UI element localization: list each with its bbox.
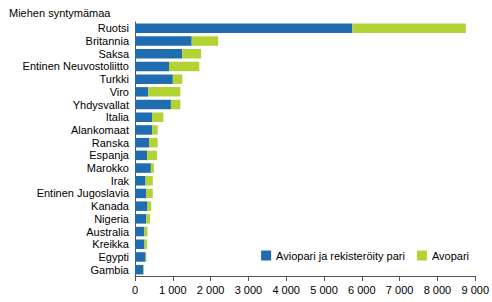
svg-text:Entinen Neuvostoliitto: Entinen Neuvostoliitto (23, 60, 129, 72)
svg-text:2 000: 2 000 (197, 284, 225, 296)
svg-text:Marokko: Marokko (87, 162, 129, 174)
svg-text:Irak: Irak (111, 175, 130, 187)
svg-text:5 000: 5 000 (310, 284, 338, 296)
svg-text:8 000: 8 000 (424, 284, 452, 296)
svg-text:Miehen syntymämaa: Miehen syntymämaa (9, 7, 111, 19)
svg-text:Yhdysvallat: Yhdysvallat (73, 99, 129, 111)
svg-text:Italia: Italia (106, 111, 130, 123)
svg-text:Saksa: Saksa (98, 48, 129, 60)
svg-text:4 000: 4 000 (272, 284, 300, 296)
svg-text:1 000: 1 000 (159, 284, 187, 296)
svg-text:Espanja: Espanja (89, 149, 130, 161)
svg-text:Avopari: Avopari (432, 250, 469, 262)
svg-text:Nigeria: Nigeria (94, 213, 130, 225)
svg-text:Viro: Viro (110, 86, 129, 98)
svg-text:Kreikka: Kreikka (92, 238, 130, 250)
svg-text:Entinen Jugoslavia: Entinen Jugoslavia (37, 187, 130, 199)
svg-text:Gambia: Gambia (90, 264, 129, 276)
svg-text:9 000: 9 000 (461, 284, 489, 296)
svg-text:Britannia: Britannia (86, 35, 130, 47)
svg-text:3 000: 3 000 (235, 284, 263, 296)
svg-text:7 000: 7 000 (386, 284, 414, 296)
svg-text:Aviopari ja rekisteröity pari: Aviopari ja rekisteröity pari (276, 250, 405, 262)
svg-text:Kanada: Kanada (91, 200, 130, 212)
svg-text:Alankomaat: Alankomaat (71, 124, 129, 136)
svg-text:Egypti: Egypti (98, 251, 129, 263)
svg-text:6 000: 6 000 (348, 284, 376, 296)
svg-text:Australia: Australia (86, 226, 130, 238)
svg-text:Turkki: Turkki (99, 73, 129, 85)
svg-text:0: 0 (132, 284, 138, 296)
svg-text:Ruotsi: Ruotsi (98, 22, 129, 34)
svg-text:Ranska: Ranska (92, 137, 130, 149)
